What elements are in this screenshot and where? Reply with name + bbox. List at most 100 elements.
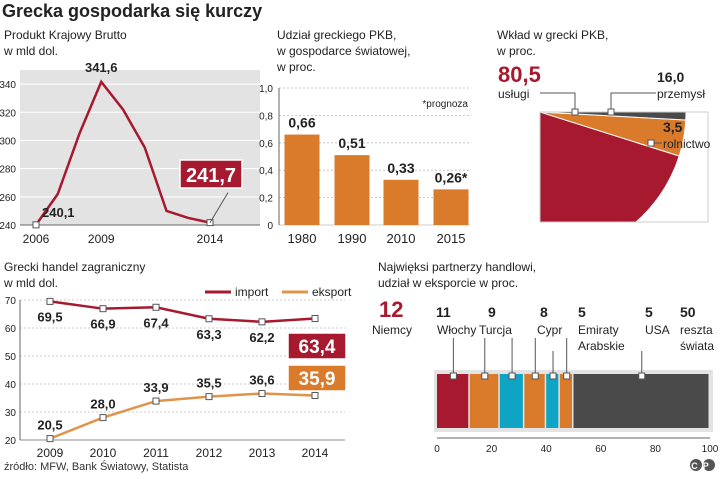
trade-x-tick-label: 2010 xyxy=(90,446,117,460)
partners-segment xyxy=(437,374,469,428)
share-y-tick-label: 1,0 xyxy=(259,84,273,95)
share-value-label: 0,51 xyxy=(338,135,365,151)
trade-value-label: 63,4 xyxy=(299,337,336,358)
partners-value-label: 8 xyxy=(540,304,548,320)
trade-title-line: w mld dol. xyxy=(3,276,58,290)
world-share-bar-chart: Udział greckiego PKB, w gospodarce świato… xyxy=(259,28,470,246)
gdp-y-tick-label: 340 xyxy=(0,80,16,91)
trade-y-tick-label: 60 xyxy=(5,324,17,335)
partners-name-label: Turcja xyxy=(479,323,512,337)
trade-x-tick-label: 2014 xyxy=(302,446,329,460)
trade-y-tick-label: 30 xyxy=(5,408,17,419)
trade-point-marker xyxy=(46,297,54,305)
partners-name-label: USA xyxy=(645,323,670,337)
gdp-title-line: Produkt Krajowy Brutto xyxy=(4,28,127,42)
trade-value-box xyxy=(287,332,347,360)
gdp-title-line: w mld dol. xyxy=(3,44,58,58)
gdp-value-label: 341,6 xyxy=(85,60,118,75)
gdp-x-tick-label: 2006 xyxy=(23,232,50,246)
gdp-value-label: 240,1 xyxy=(42,205,75,220)
trade-value-label: 33,9 xyxy=(143,380,168,395)
share-title-line: Udział greckiego PKB, xyxy=(277,28,396,42)
share-value-label: 0,66 xyxy=(288,115,315,131)
trade-value-label: 66,9 xyxy=(90,317,115,332)
partners-name-label: Emiraty xyxy=(578,323,619,337)
partners-name-label: Włochy xyxy=(437,323,476,337)
gdp-y-tick-label: 280 xyxy=(0,165,16,176)
partners-title-line: Najwięksi partnerzy handlowi, xyxy=(378,260,536,274)
pie-value-label: 3,5 xyxy=(663,119,683,135)
partners-marker xyxy=(638,372,646,380)
partners-value-label: 11 xyxy=(436,304,451,320)
gdp-x-tick-label: 2014 xyxy=(197,232,224,246)
structure-title-line: Wkład w grecki PKB, xyxy=(497,28,608,42)
partners-name-label: świata xyxy=(680,339,714,353)
trade-value-label: 20,5 xyxy=(37,418,62,433)
pie-marker xyxy=(607,108,615,116)
share-bar xyxy=(383,179,419,225)
trade-value-label: 63,3 xyxy=(196,327,221,342)
partners-segment xyxy=(499,374,523,428)
share-value-label: 0,26* xyxy=(435,169,468,185)
trade-y-tick-label: 50 xyxy=(5,352,17,363)
gdp-value-box xyxy=(179,159,243,189)
credit-logo: CP xyxy=(690,459,715,471)
gdp-plot-background xyxy=(20,70,260,225)
trade-value-label: 69,5 xyxy=(37,309,62,324)
trade-value-label: 35,9 xyxy=(299,369,336,390)
share-y-tick-label: 0,8 xyxy=(259,111,273,122)
pie-name-label: przemysł xyxy=(657,87,705,101)
gdp-line xyxy=(34,79,211,226)
partners-segment xyxy=(469,374,499,428)
partners-marker xyxy=(508,372,516,380)
share-note: *prognoza xyxy=(422,99,468,110)
partners-x-tick-label: 80 xyxy=(650,444,662,455)
trade-y-tick-label: 70 xyxy=(5,296,17,307)
trade-y-tick-label: 40 xyxy=(5,380,17,391)
trade-line-import xyxy=(49,300,316,324)
pie-marker xyxy=(571,108,579,116)
partners-x-tick-label: 60 xyxy=(595,444,607,455)
share-bar xyxy=(433,189,469,225)
trade-y-tick-label: 20 xyxy=(5,436,17,447)
partners-x-tick-label: 0 xyxy=(434,444,440,455)
partners-marker xyxy=(449,372,457,380)
trade-title-line: Grecki handel zagraniczny xyxy=(4,260,145,274)
gdp-x-tick-label: 2009 xyxy=(88,232,115,246)
partners-segment xyxy=(573,374,709,428)
gdp-y-tick-label: 300 xyxy=(0,136,16,147)
share-title-line: w gospodarce światowej, xyxy=(276,44,410,58)
share-y-tick-label: 0,4 xyxy=(259,166,273,177)
trade-point-marker xyxy=(99,305,107,313)
gdp-y-tick-label: 240 xyxy=(0,221,16,232)
partners-value-label: 12 xyxy=(379,297,403,322)
share-bar xyxy=(334,155,370,225)
share-x-tick-label: 2010 xyxy=(387,231,416,246)
pie-value-label: 16,0 xyxy=(657,69,684,85)
trade-legend-label: import xyxy=(235,285,269,299)
share-bar xyxy=(284,134,320,225)
pie-name-label: usługi xyxy=(498,87,529,101)
credit-text: CP xyxy=(691,461,714,471)
partners-marker xyxy=(563,372,571,380)
partners-value-label: 50 xyxy=(680,304,696,320)
partners-stacked-bar-chart: Najwięksi partnerzy handlowi, udział w ek… xyxy=(372,260,719,455)
pie-slice-usługi xyxy=(540,112,680,222)
partners-name-label: reszta xyxy=(680,323,713,337)
trade-value-box xyxy=(287,364,347,392)
share-y-tick-label: 0,6 xyxy=(259,139,273,150)
main-title: Grecka gospodarka się kurczy xyxy=(2,1,262,21)
trade-x-tick-label: 2011 xyxy=(143,446,169,460)
pie-name-label: rolnictwo xyxy=(663,137,711,151)
partners-name-label: Cypr xyxy=(537,323,562,337)
source-note: źródło: MFW, Bank Światowy, Statista xyxy=(4,460,189,473)
trade-point-marker xyxy=(258,390,266,398)
trade-point-marker xyxy=(205,393,213,401)
partners-value-label: 5 xyxy=(578,304,586,320)
structure-title-line: w proc. xyxy=(496,44,536,58)
share-x-tick-label: 1990 xyxy=(338,231,367,246)
trade-point-marker xyxy=(311,391,319,399)
credit-circle-p xyxy=(703,459,715,471)
